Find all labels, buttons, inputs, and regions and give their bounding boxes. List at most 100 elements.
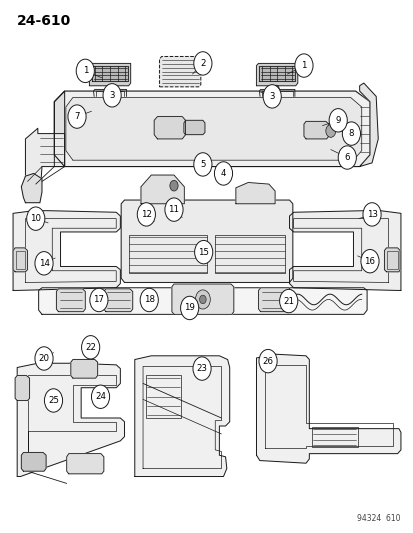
Circle shape: [279, 289, 297, 313]
Circle shape: [180, 296, 198, 320]
Polygon shape: [13, 211, 120, 290]
Circle shape: [140, 288, 158, 312]
Circle shape: [68, 105, 86, 128]
Polygon shape: [159, 56, 200, 87]
Circle shape: [35, 252, 53, 275]
Text: 16: 16: [363, 257, 375, 265]
Bar: [145, 375, 180, 418]
Circle shape: [106, 85, 112, 93]
Bar: [387, 251, 396, 269]
Polygon shape: [17, 364, 124, 477]
Polygon shape: [384, 248, 399, 272]
Text: 15: 15: [198, 248, 209, 257]
Text: 17: 17: [93, 295, 104, 304]
Circle shape: [195, 290, 210, 309]
Polygon shape: [21, 453, 46, 471]
Circle shape: [91, 385, 109, 408]
Text: 3: 3: [109, 91, 114, 100]
Polygon shape: [54, 91, 64, 166]
Circle shape: [169, 180, 178, 191]
Text: 23: 23: [196, 364, 207, 373]
Text: 10: 10: [30, 214, 41, 223]
Polygon shape: [56, 289, 85, 312]
Polygon shape: [183, 120, 204, 135]
Circle shape: [194, 240, 212, 264]
Text: 9: 9: [335, 116, 340, 125]
Text: 6: 6: [344, 153, 349, 162]
Circle shape: [81, 336, 100, 359]
Polygon shape: [289, 211, 400, 290]
Circle shape: [137, 203, 155, 226]
Polygon shape: [13, 248, 27, 272]
Text: 3: 3: [269, 92, 274, 101]
Circle shape: [199, 295, 206, 304]
Polygon shape: [259, 90, 294, 102]
Polygon shape: [15, 375, 29, 400]
Circle shape: [294, 54, 312, 77]
Circle shape: [76, 59, 94, 83]
Circle shape: [193, 153, 211, 176]
Text: 19: 19: [184, 303, 195, 312]
Text: 14: 14: [38, 259, 50, 268]
Polygon shape: [171, 284, 233, 314]
Circle shape: [90, 288, 108, 312]
Bar: [17, 251, 25, 269]
Polygon shape: [259, 66, 294, 82]
Text: 5: 5: [199, 160, 205, 169]
Circle shape: [328, 109, 347, 132]
Circle shape: [362, 203, 380, 226]
Text: 1: 1: [301, 61, 306, 70]
Bar: [262, 91, 292, 100]
Text: 2: 2: [199, 59, 205, 68]
Polygon shape: [154, 117, 185, 139]
Circle shape: [44, 389, 62, 412]
Bar: [311, 427, 357, 447]
Circle shape: [214, 162, 232, 185]
Polygon shape: [135, 356, 229, 477]
Bar: [96, 104, 124, 111]
Bar: [17, 378, 27, 398]
Text: 26: 26: [262, 357, 273, 366]
Text: 1: 1: [82, 67, 88, 75]
Polygon shape: [92, 66, 128, 82]
Text: 20: 20: [38, 354, 50, 363]
Text: 24: 24: [95, 392, 106, 401]
Text: 25: 25: [48, 396, 59, 405]
Polygon shape: [54, 91, 369, 166]
Text: 24-610: 24-610: [17, 14, 71, 28]
Circle shape: [192, 357, 211, 380]
Polygon shape: [66, 98, 361, 160]
Bar: [128, 235, 206, 273]
Circle shape: [337, 146, 356, 169]
Text: 22: 22: [85, 343, 96, 352]
Text: 21: 21: [282, 296, 294, 305]
Circle shape: [360, 249, 378, 273]
Bar: [96, 91, 124, 100]
Text: 18: 18: [143, 295, 154, 304]
Circle shape: [193, 52, 211, 75]
Bar: [74, 362, 95, 376]
Text: 8: 8: [348, 129, 353, 138]
Text: 94324  610: 94324 610: [356, 514, 400, 523]
Polygon shape: [235, 182, 274, 204]
Circle shape: [259, 350, 276, 373]
Bar: [145, 183, 180, 201]
Circle shape: [26, 207, 45, 230]
Text: 4: 4: [220, 169, 226, 178]
Polygon shape: [89, 63, 131, 86]
Circle shape: [35, 347, 53, 370]
Circle shape: [342, 122, 360, 146]
Polygon shape: [256, 63, 297, 86]
Circle shape: [103, 84, 121, 107]
Polygon shape: [104, 289, 133, 312]
Circle shape: [164, 198, 183, 221]
Polygon shape: [71, 360, 97, 378]
Circle shape: [263, 85, 280, 108]
Polygon shape: [93, 103, 126, 114]
Bar: [70, 456, 102, 472]
Polygon shape: [256, 354, 400, 463]
Text: 7: 7: [74, 112, 80, 121]
Polygon shape: [25, 128, 64, 203]
Polygon shape: [303, 122, 328, 139]
Polygon shape: [258, 288, 291, 312]
